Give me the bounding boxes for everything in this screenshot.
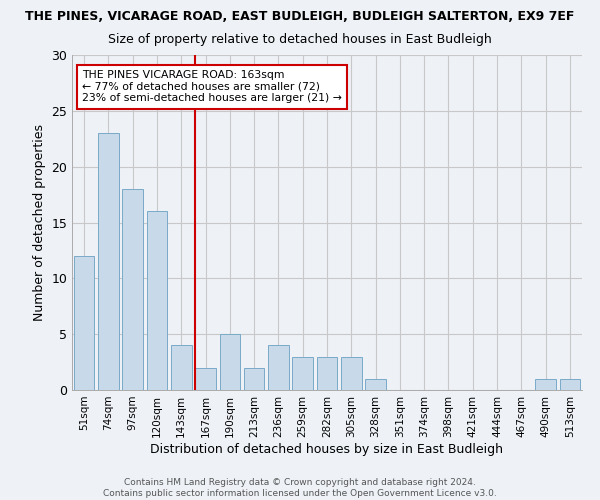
Bar <box>146 212 167 390</box>
Bar <box>317 356 337 390</box>
Bar <box>171 346 191 390</box>
Text: Contains HM Land Registry data © Crown copyright and database right 2024.
Contai: Contains HM Land Registry data © Crown c… <box>103 478 497 498</box>
Bar <box>220 334 240 390</box>
Bar <box>341 356 362 390</box>
Bar <box>244 368 265 390</box>
Bar <box>98 133 119 390</box>
Bar <box>195 368 216 390</box>
Text: THE PINES VICARAGE ROAD: 163sqm
← 77% of detached houses are smaller (72)
23% of: THE PINES VICARAGE ROAD: 163sqm ← 77% of… <box>82 70 342 103</box>
Y-axis label: Number of detached properties: Number of detached properties <box>33 124 46 321</box>
Bar <box>560 379 580 390</box>
Text: Size of property relative to detached houses in East Budleigh: Size of property relative to detached ho… <box>108 32 492 46</box>
Text: THE PINES, VICARAGE ROAD, EAST BUDLEIGH, BUDLEIGH SALTERTON, EX9 7EF: THE PINES, VICARAGE ROAD, EAST BUDLEIGH,… <box>25 10 575 23</box>
Bar <box>292 356 313 390</box>
X-axis label: Distribution of detached houses by size in East Budleigh: Distribution of detached houses by size … <box>151 442 503 456</box>
Bar <box>535 379 556 390</box>
Bar <box>365 379 386 390</box>
Bar <box>74 256 94 390</box>
Bar <box>268 346 289 390</box>
Bar <box>122 189 143 390</box>
